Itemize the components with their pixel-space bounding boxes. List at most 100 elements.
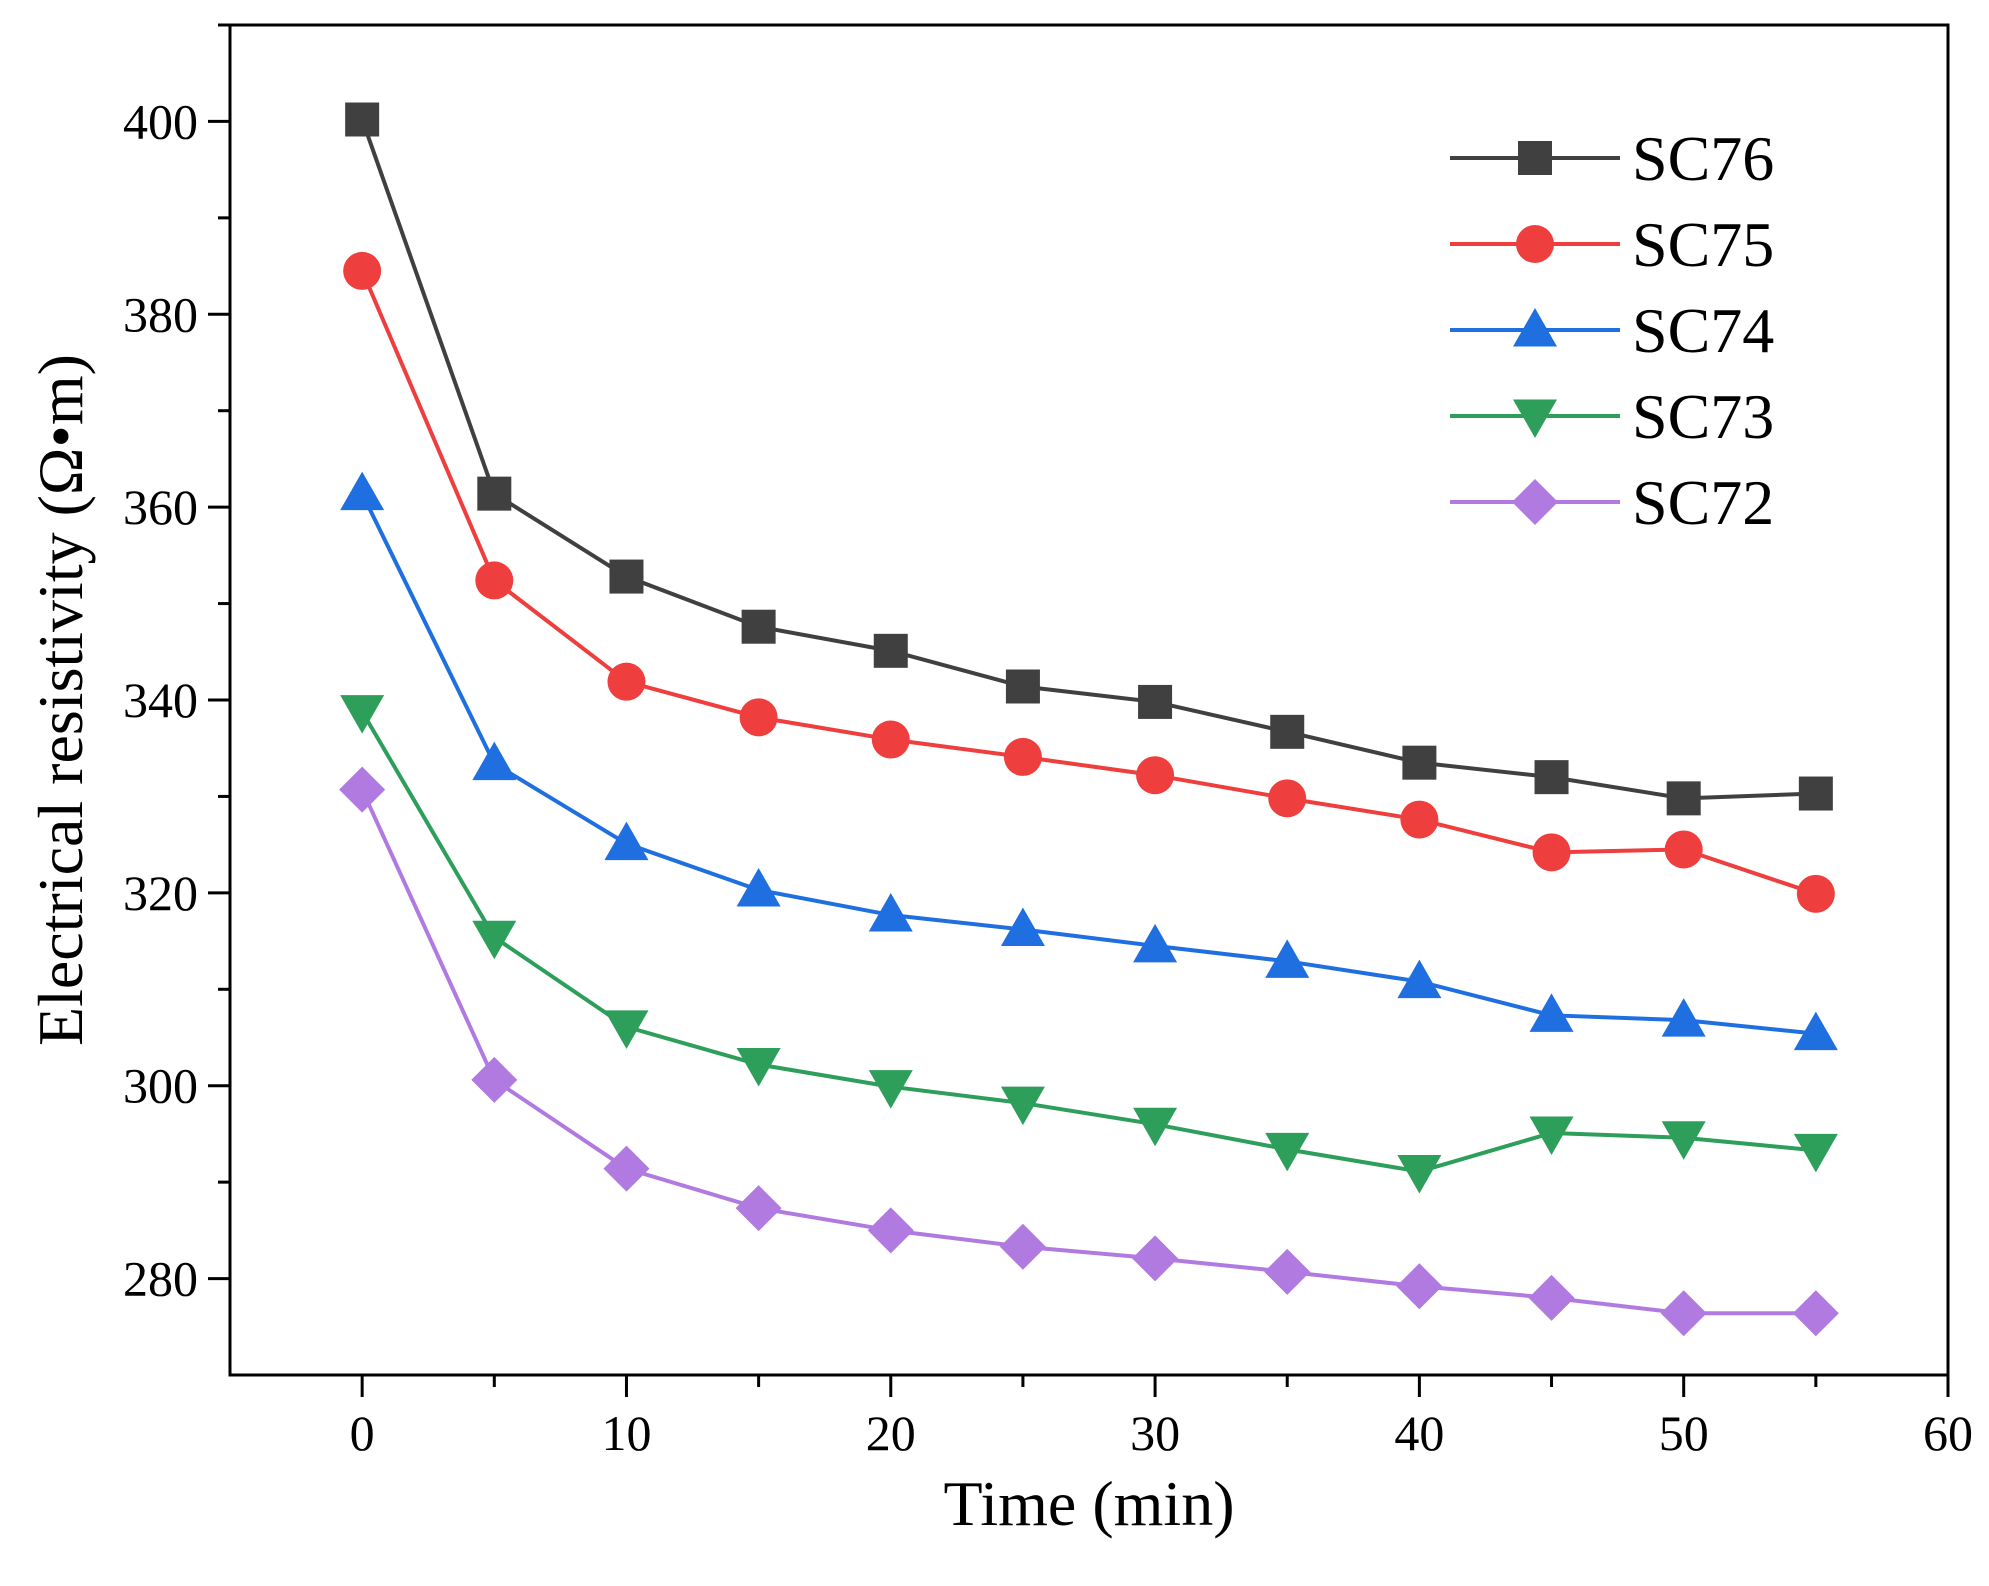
data-point-sc75 — [1532, 833, 1571, 872]
data-point-sc75 — [607, 662, 646, 701]
legend-item-sc72: SC72 — [1450, 467, 1774, 538]
series-line-sc75 — [360, 270, 1817, 896]
series-line-sc74 — [360, 492, 1817, 1036]
series-sc74 — [340, 471, 1838, 1051]
data-point-sc72 — [1528, 1274, 1575, 1321]
data-point-sc76 — [609, 559, 644, 594]
data-point-sc76 — [1534, 760, 1569, 795]
legend-label: SC72 — [1632, 467, 1774, 538]
data-point-sc73 — [868, 1070, 913, 1109]
data-point-sc75 — [475, 561, 514, 600]
series-sc75 — [343, 251, 1835, 913]
data-point-sc73 — [1265, 1132, 1310, 1172]
y-tick-label: 280 — [123, 1251, 198, 1307]
data-point-sc73 — [604, 1010, 649, 1049]
data-point-sc75 — [1003, 737, 1042, 776]
data-point-sc73 — [1000, 1086, 1045, 1126]
data-point-sc76 — [1005, 669, 1040, 704]
series-line-sc76 — [360, 118, 1816, 801]
data-point-sc73 — [340, 695, 385, 734]
legend-marker — [1512, 479, 1558, 525]
data-point-sc73 — [1529, 1116, 1574, 1155]
y-axis-title: Electrical resistivity (Ω•m) — [25, 354, 96, 1046]
x-tick-label: 0 — [350, 1405, 375, 1461]
data-point-sc74 — [1133, 923, 1178, 963]
data-point-sc75 — [343, 251, 382, 290]
legend-item-sc73: SC73 — [1450, 381, 1774, 452]
data-point-sc75 — [1400, 800, 1439, 839]
data-point-sc73 — [1793, 1133, 1838, 1173]
x-tick-label: 40 — [1394, 1405, 1444, 1461]
data-point-sc75 — [871, 720, 910, 759]
data-point-sc76 — [1402, 745, 1437, 780]
series-line-sc73 — [360, 710, 1817, 1174]
data-point-sc73 — [1133, 1107, 1178, 1147]
data-point-sc74 — [736, 867, 781, 907]
data-point-sc72 — [1396, 1263, 1443, 1310]
legend-label: SC73 — [1632, 381, 1774, 452]
data-point-sc72 — [471, 1056, 518, 1103]
series-line-sc72 — [360, 788, 1816, 1316]
x-tick-label: 20 — [866, 1405, 916, 1461]
y-tick-label: 300 — [123, 1058, 198, 1114]
x-axis-title: Time (min) — [944, 1468, 1235, 1539]
data-point-sc72 — [867, 1207, 914, 1254]
data-point-sc74 — [868, 893, 913, 932]
data-point-sc74 — [1000, 907, 1045, 946]
data-point-sc72 — [339, 766, 386, 813]
data-point-sc72 — [999, 1223, 1046, 1270]
data-point-sc74 — [472, 741, 517, 781]
data-point-sc73 — [736, 1048, 781, 1087]
series-sc76 — [345, 102, 1833, 816]
legend-item-sc74: SC74 — [1450, 295, 1774, 366]
data-point-sc72 — [1792, 1290, 1839, 1337]
data-point-sc74 — [1793, 1011, 1838, 1051]
data-point-sc74 — [1397, 959, 1442, 999]
series-layer — [339, 102, 1839, 1337]
y-tick-label: 320 — [123, 865, 198, 921]
series-sc72 — [339, 766, 1839, 1337]
x-tick-label: 50 — [1659, 1405, 1709, 1461]
data-point-sc75 — [1796, 874, 1835, 913]
data-point-sc76 — [1798, 776, 1833, 811]
x-tick-label: 60 — [1923, 1405, 1973, 1461]
data-point-sc76 — [345, 102, 380, 137]
data-point-sc75 — [1136, 756, 1175, 795]
data-point-sc73 — [472, 920, 517, 960]
series-sc73 — [340, 695, 1838, 1194]
legend-item-sc76: SC76 — [1450, 123, 1774, 194]
data-point-sc76 — [1138, 684, 1173, 719]
ticks-layer: 0 10 20 30 40 50 60 280 300 320 340 360 380 400 — [123, 23, 1973, 1461]
y-tick-label: 340 — [123, 672, 198, 728]
data-point-sc76 — [873, 633, 908, 668]
data-point-sc72 — [1660, 1290, 1707, 1337]
legend-label: SC76 — [1632, 123, 1774, 194]
data-point-sc76 — [1666, 781, 1701, 816]
data-point-sc76 — [477, 476, 512, 511]
data-point-sc76 — [1270, 714, 1305, 749]
legend-item-sc75: SC75 — [1450, 209, 1774, 280]
data-point-sc74 — [1661, 998, 1706, 1037]
data-point-sc76 — [741, 609, 776, 644]
data-point-sc73 — [1661, 1121, 1706, 1160]
y-tick-label: 400 — [123, 93, 198, 149]
legend-label: SC74 — [1632, 295, 1774, 366]
data-point-sc74 — [1265, 939, 1310, 978]
legend-marker — [1513, 399, 1557, 438]
data-point-sc75 — [1664, 830, 1703, 869]
legend-label: SC75 — [1632, 209, 1774, 280]
data-point-sc73 — [1397, 1155, 1442, 1194]
data-point-sc75 — [739, 698, 778, 737]
data-point-sc74 — [340, 471, 385, 511]
data-point-sc75 — [1268, 779, 1307, 818]
data-point-sc72 — [735, 1185, 782, 1232]
x-tick-label: 10 — [601, 1405, 651, 1461]
y-tick-label: 360 — [123, 479, 198, 535]
legend-marker — [1518, 141, 1552, 175]
data-point-sc72 — [1264, 1248, 1311, 1295]
data-point-sc72 — [1132, 1235, 1179, 1282]
legend-marker — [1516, 225, 1554, 263]
data-point-sc72 — [603, 1145, 650, 1192]
legend-marker — [1513, 308, 1557, 347]
